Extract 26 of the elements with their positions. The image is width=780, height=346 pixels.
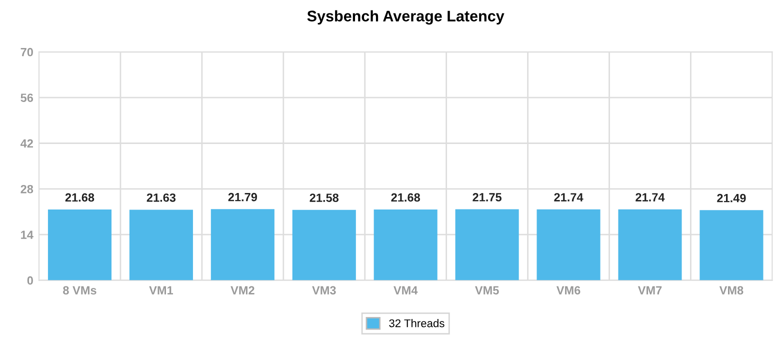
data-label: 21.68 [65,193,94,202]
x-tick-label: VM3 [312,286,336,295]
x-tick-label: VM8 [719,286,744,294]
data-label: 21.74 [636,193,665,202]
y-tick-label: 70 [20,48,33,56]
x-tick-label: VM7 [638,286,662,294]
x-tick-label: VM1 [149,286,174,294]
data-label: 21.49 [717,194,746,202]
chart-title: Sysbench Average Latency [307,10,504,25]
x-tick-label: 8 VMs [63,286,96,294]
legend-label: 32 Threads [389,319,444,328]
x-tick-label: VM2 [230,286,254,294]
data-label: 21.63 [146,193,176,202]
x-tick-label: VM5 [475,286,499,294]
x-tick-label: VM4 [394,286,418,294]
y-tick-label: 0 [27,276,33,285]
y-tick-label: 56 [20,94,34,102]
data-label: 21.68 [391,193,420,202]
data-label: 21.79 [228,192,257,202]
data-label: 21.75 [472,193,502,202]
y-tick-label: 28 [20,184,34,194]
x-tick-label: VM6 [556,286,580,294]
data-label: 21.58 [310,194,339,202]
y-tick-label: 14 [21,230,34,239]
data-label: 21.74 [554,193,584,202]
y-tick-label: 42 [20,139,33,148]
